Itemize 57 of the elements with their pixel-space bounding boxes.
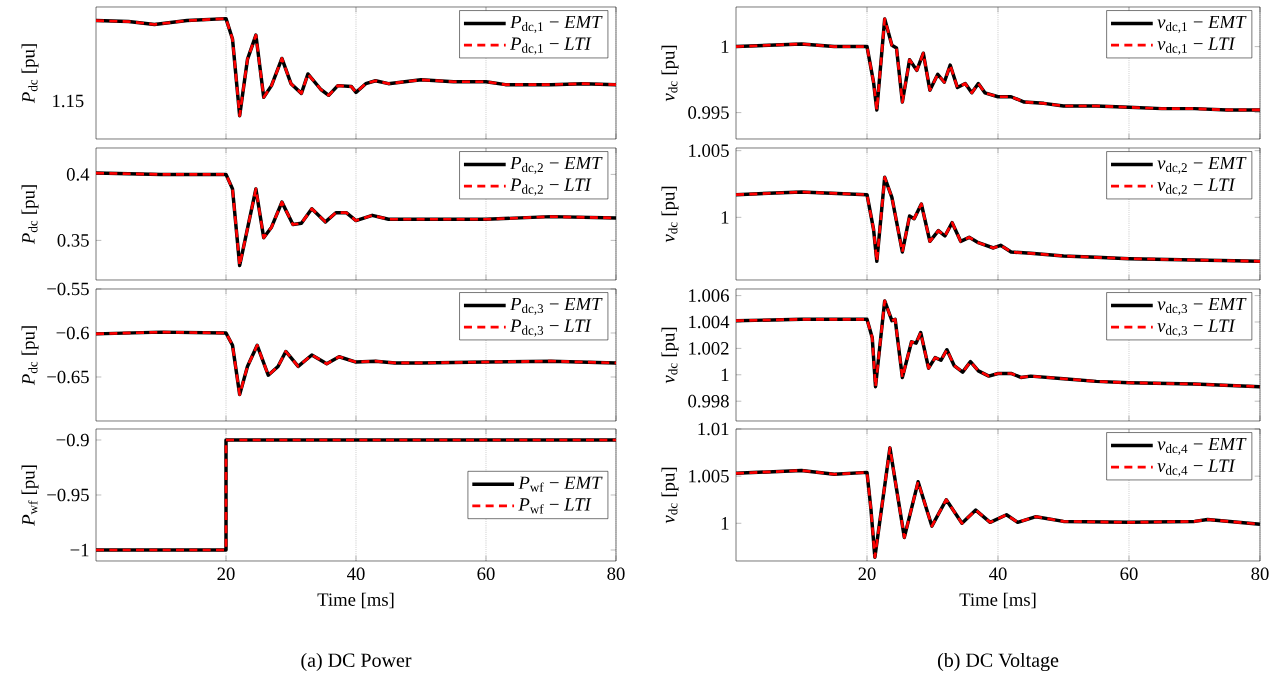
y-tick-label: −0.9 (56, 433, 89, 447)
y-tick-label: 0.998 (688, 394, 729, 408)
legend-label: P$_{dc,3}$ − LTI (509, 319, 592, 337)
y-tick-label: 0.35 (57, 234, 89, 247)
x-tick-label: 60 (1120, 567, 1138, 581)
y-axis-title: v$_{dc}$ [pu] (661, 467, 679, 524)
x-tick-label: 80 (607, 567, 625, 581)
legend-label: v$_{dc,3}$ − LTI (1157, 319, 1236, 337)
y-tick-label: 1.004 (689, 315, 730, 329)
text: (a) DC Power (301, 652, 412, 672)
y-axis-title: v$_{dc}$ [pu] (661, 327, 679, 384)
y-tick-label: −0.6 (56, 326, 89, 340)
x-axis-title: Time [ms] (317, 592, 394, 609)
y-tick-label: 1.002 (689, 342, 729, 355)
legend-label: P$_{dc,2}$ − EMT (509, 156, 603, 174)
legend-label: v$_{dc,4}$ − LTI (1157, 459, 1236, 477)
y-axis-title: P$_{dc}$ [pu] (21, 326, 39, 386)
legend-label: P$_{dc,3}$ − EMT (509, 297, 603, 315)
text: 1.15 (53, 94, 84, 108)
legend-label: P$_{dc,2}$ − LTI (509, 178, 592, 196)
x-tick-label: 60 (477, 567, 495, 581)
y-tick-label: 1 (721, 211, 729, 224)
y-axis-title: P$_{wf}$ [pu] (21, 465, 39, 526)
y-tick-label: 1 (721, 40, 729, 53)
y-tick-label: 1.005 (689, 469, 729, 483)
legend-label: v$_{dc,1}$ − LTI (1157, 37, 1236, 55)
y-tick-label: 1.005 (689, 144, 729, 158)
y-tick-label: 0.995 (688, 106, 729, 119)
y-tick-label: 1 (721, 517, 729, 530)
y-tick-label: −0.55 (47, 282, 89, 296)
legend-label: v$_{dc,2}$ − EMT (1157, 156, 1247, 174)
legend-label: v$_{dc,1}$ − EMT (1157, 15, 1247, 33)
legend-label: v$_{dc,3}$ − EMT (1157, 297, 1247, 315)
y-tick-label: 1 (721, 368, 729, 381)
text: (b) DC Voltage (937, 652, 1059, 672)
legend-label: P$_{dc,1}$ − EMT (509, 15, 603, 34)
x-tick-label: 20 (217, 567, 235, 581)
x-tick-label: 40 (347, 567, 365, 581)
legend-label: v$_{dc,4}$ − EMT (1157, 437, 1247, 456)
y-tick-label: 0.4 (66, 168, 90, 181)
legend-label: P$_{dc,1}$ − LTI (509, 37, 592, 55)
y-axis-title: v$_{dc}$ [pu] (661, 186, 679, 243)
legend-label: P$_{wf}$ − LTI (518, 498, 592, 514)
y-tick-label: 1.01 (698, 422, 729, 436)
y-tick-label: −1 (70, 543, 89, 557)
y-axis-title: P$_{dc}$ [pu] (21, 44, 39, 104)
y-tick-label: 1.006 (689, 289, 729, 302)
y-axis-title: v$_{dc}$ [pu] (661, 45, 679, 102)
legend-label: P$_{wf}$ − EMT (518, 476, 603, 492)
x-axis-title: Time [ms] (959, 592, 1036, 609)
y-tick-label: −0.95 (47, 488, 89, 502)
x-tick-label: 80 (1251, 567, 1269, 581)
legend-label: v$_{dc,2}$ − LTI (1157, 178, 1236, 196)
x-tick-label: 20 (858, 567, 876, 581)
y-axis-title: P$_{dc}$ [pu] (21, 185, 39, 245)
x-tick-label: 40 (989, 567, 1007, 581)
y-tick-label: −0.65 (47, 370, 89, 384)
